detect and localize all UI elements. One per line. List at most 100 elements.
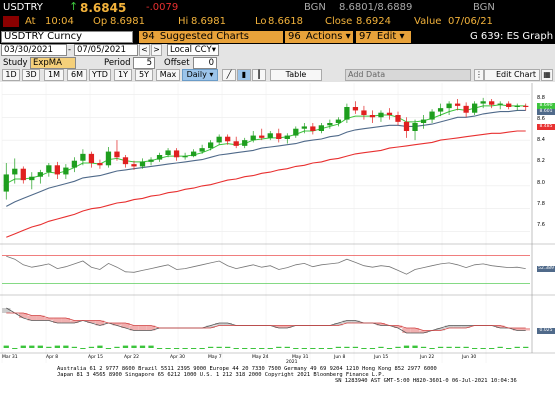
- macd-histogram-bar: [523, 346, 529, 348]
- last-price: 8.6845: [80, 1, 127, 15]
- macd-fill: [342, 320, 352, 323]
- y-tick: 8.4: [537, 137, 545, 143]
- candle-body: [506, 103, 512, 107]
- actions-button[interactable]: 96 Actions ▾: [285, 31, 353, 43]
- macd-histogram-bar: [225, 346, 231, 348]
- macd-histogram-bar: [395, 346, 401, 348]
- candle-body: [420, 119, 427, 123]
- edit-chart-button[interactable]: Edit Chart: [484, 69, 540, 81]
- candle-body: [259, 135, 265, 138]
- frequency-select[interactable]: Daily ▾: [182, 69, 218, 81]
- candle-body: [378, 112, 384, 118]
- candle-body: [88, 153, 95, 163]
- macd-fill: [70, 320, 79, 323]
- macd-histogram-bar: [208, 346, 214, 348]
- macd-histogram-bar: [233, 348, 239, 349]
- suggested-charts-button[interactable]: 94 Suggested Charts: [139, 31, 283, 43]
- period-field[interactable]: 5: [133, 57, 155, 69]
- macd-histogram-bar: [139, 345, 146, 348]
- line-chart-icon[interactable]: ╱: [222, 69, 236, 81]
- add-data-field[interactable]: Add Data: [345, 69, 471, 81]
- chart-area[interactable]: [0, 83, 555, 400]
- macd-histogram-bar: [242, 348, 248, 349]
- macd-histogram-bar: [122, 345, 129, 348]
- bar-chart-icon[interactable]: ┃: [252, 69, 266, 81]
- candle-body: [182, 156, 188, 158]
- currency-value: Local CCY: [170, 45, 212, 55]
- range-3d[interactable]: 3D: [22, 69, 40, 81]
- candle-body: [489, 101, 495, 105]
- macd-histogram-bar: [63, 345, 69, 348]
- chart-tool-icon[interactable]: ▦: [541, 69, 553, 81]
- price-change: -.0079: [146, 2, 179, 13]
- macd-histogram-bar: [190, 348, 197, 349]
- quote-header: USDTRY ↑ 8.6845 -.0079 BGN 8.6801/8.6889…: [0, 0, 555, 32]
- chart-svg: [0, 83, 555, 363]
- macd-fill: [376, 323, 386, 326]
- x-tick: Jun 30: [462, 355, 477, 360]
- end-date-field[interactable]: 07/05/2021: [74, 44, 138, 56]
- range-max[interactable]: Max: [156, 69, 180, 81]
- x-tick: Jun 8: [334, 355, 346, 360]
- macd-fill: [121, 323, 130, 328]
- candle-body: [97, 163, 103, 166]
- range-1y[interactable]: 1Y: [114, 69, 132, 81]
- ema-blue-line: [6, 109, 526, 207]
- table-button[interactable]: Table: [270, 69, 322, 81]
- macd-histogram-bar: [284, 346, 290, 348]
- macd-histogram-bar: [489, 348, 495, 349]
- macd-histogram-bar: [310, 348, 316, 349]
- range-1d[interactable]: 1D: [2, 69, 20, 81]
- macd-fill: [274, 325, 284, 328]
- macd-histogram-bar: [97, 345, 103, 348]
- time: 10:04: [45, 16, 74, 27]
- last-blue-label: 8.601: [537, 109, 555, 115]
- candle-body: [173, 150, 180, 158]
- macd-histogram-bar: [344, 346, 350, 348]
- candle-body: [293, 128, 299, 136]
- range-ytd[interactable]: YTD: [89, 69, 111, 81]
- currency-select[interactable]: Local CCY ▾: [167, 44, 219, 56]
- y-tick: 8.2: [537, 158, 545, 164]
- study-field[interactable]: ExpMA: [30, 57, 76, 69]
- alert-box: [3, 16, 19, 27]
- macd-fill: [453, 325, 462, 328]
- candle-body: [463, 105, 469, 113]
- macd-fill: [334, 323, 343, 326]
- candle-body: [80, 153, 86, 161]
- macd-fill: [351, 320, 360, 323]
- range-6m[interactable]: 6M: [67, 69, 87, 81]
- settings-icon[interactable]: ⋮: [474, 69, 484, 81]
- macd-fill: [112, 323, 122, 326]
- y-tick: 8.6: [537, 116, 545, 122]
- last-red-label: 8.485: [537, 124, 555, 130]
- macd-fill: [214, 323, 224, 326]
- edit-button[interactable]: 97 Edit ▾: [356, 31, 411, 43]
- macd-fill: [512, 328, 522, 331]
- macd-fill: [44, 318, 54, 321]
- edit-label: Edit ▾: [376, 31, 405, 42]
- range-1m[interactable]: 1M: [44, 69, 64, 81]
- x-tick: Apr 15: [88, 355, 103, 360]
- next-period-button[interactable]: >: [151, 44, 162, 56]
- prev-period-button[interactable]: <: [139, 44, 150, 56]
- offset-field[interactable]: 0: [193, 57, 217, 69]
- macd-fill: [87, 320, 96, 323]
- macd-fill: [410, 328, 420, 333]
- candle-body: [225, 136, 231, 142]
- macd-histogram-bar: [20, 345, 26, 348]
- range-5y[interactable]: 5Y: [135, 69, 153, 81]
- close: 8.6924: [356, 16, 391, 27]
- candle-chart-icon[interactable]: ▮: [237, 69, 251, 81]
- candle-body: [361, 110, 367, 115]
- macd-fill: [436, 328, 445, 331]
- start-date-field[interactable]: 03/30/2021: [1, 44, 67, 56]
- macd-histogram-bar: [480, 348, 486, 349]
- macd-fill: [36, 315, 45, 321]
- y-tick: 7.6: [537, 222, 545, 228]
- macd-histogram-bar: [182, 348, 188, 349]
- candle-body: [327, 123, 333, 126]
- candle-body: [63, 167, 69, 175]
- candle-body: [46, 165, 52, 173]
- security-field[interactable]: USDTRY Curncy: [1, 31, 133, 43]
